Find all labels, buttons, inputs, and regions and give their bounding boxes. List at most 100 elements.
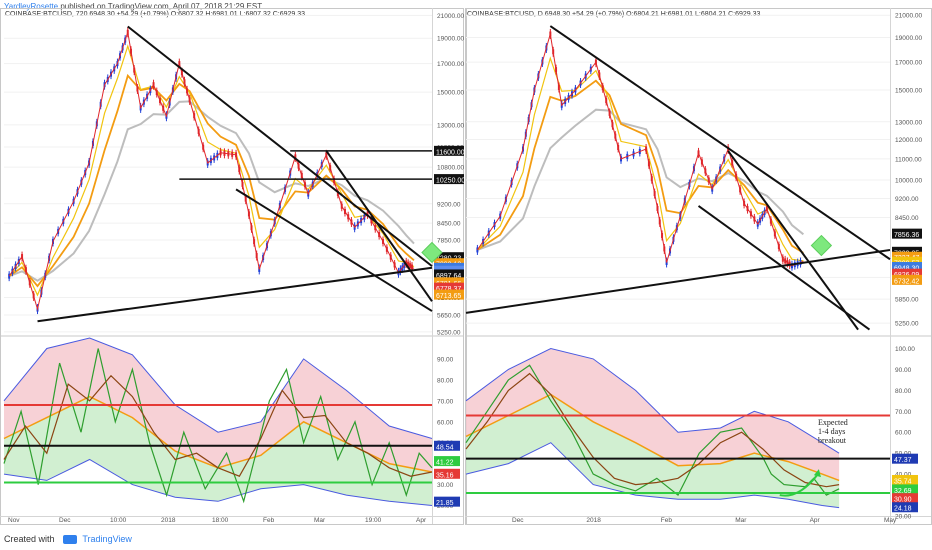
left-ma-yellow xyxy=(8,44,415,297)
right-ma-grey xyxy=(477,108,805,251)
price-label-box xyxy=(892,256,922,267)
right-candle xyxy=(476,247,479,253)
left-ind-y-tick-label: 80.00 xyxy=(437,377,454,384)
left-ind-lower-band-fill xyxy=(4,396,432,506)
price-label-box xyxy=(434,440,460,451)
price-label-text: 41.22 xyxy=(436,460,454,467)
right-y-tick-label: 19000.00 xyxy=(895,35,922,42)
right-y-tick-label: 9200.00 xyxy=(895,196,919,203)
right-y-tick-label: 12000.00 xyxy=(895,137,922,144)
price-label-text: 35.16 xyxy=(436,472,454,479)
tradingview-logo-icon xyxy=(63,535,78,545)
left-ind-y-tick-label: 60.00 xyxy=(437,419,454,426)
price-label-text: 6897.64 xyxy=(436,273,461,280)
left-ind-band-upper-line xyxy=(3,337,433,439)
left-ind-y-tick-label: 30.00 xyxy=(437,482,454,489)
left-price-label: 6713.65 xyxy=(434,289,464,300)
price-label-box xyxy=(892,493,918,504)
annotation-line: breakout xyxy=(818,436,847,445)
left-ind-y-tick-label: 90.00 xyxy=(437,356,454,363)
right-ind-y-tick-label: 60.00 xyxy=(895,430,912,437)
left-y-tick-label: 10800.00 xyxy=(437,165,464,172)
left-level-label: 10250.00 xyxy=(434,174,465,185)
left-x-tick-label: Apr xyxy=(416,517,427,524)
left-candle xyxy=(8,273,11,279)
right-x-tick-label: Dec xyxy=(512,517,524,524)
annotation-line: 1-4 days xyxy=(818,427,845,436)
left-level-label: 11600.00 xyxy=(434,145,465,156)
left-y-tick-label: 7850.00 xyxy=(437,237,461,244)
price-label-text: 47.37 xyxy=(894,457,912,464)
right-ind-breakout-arrow xyxy=(779,473,819,497)
published-text: published on TradingView.com, April 07, … xyxy=(60,2,263,11)
right-ind-band-lower-line xyxy=(465,442,840,509)
publish-header: YardleyRosette published on TradingView.… xyxy=(4,2,262,11)
left-ind-value-label: 41.22 xyxy=(434,456,460,467)
created-with-label: Created with xyxy=(4,534,55,544)
right-symbol-header: COINBASE:BTCUSD, D 6948.30 +54.29 (+0.79… xyxy=(467,11,761,18)
left-y-tick-label: 9200.00 xyxy=(437,201,461,208)
left-x-tick-label: Dec xyxy=(59,517,71,524)
price-label-box xyxy=(892,453,918,464)
right-ind-value-label: 47.37 xyxy=(892,453,918,464)
right-x-tick-label: May xyxy=(884,517,897,524)
price-label-text: 48.54 xyxy=(436,444,454,451)
price-label-box xyxy=(892,474,918,485)
left-y-tick-label: 15000.00 xyxy=(437,90,464,97)
price-label-box xyxy=(892,251,922,262)
left-y-tick-label: 17000.00 xyxy=(437,61,464,68)
price-label-text: 35.74 xyxy=(894,478,912,485)
right-target-diamond xyxy=(810,234,833,257)
right-ind-oscillator-line xyxy=(465,372,840,488)
price-label-box xyxy=(434,456,460,467)
left-trendline xyxy=(235,188,433,312)
price-label-text: 6713.65 xyxy=(436,293,461,300)
price-label-text: 32.69 xyxy=(894,488,912,495)
price-label-box xyxy=(892,228,922,239)
right-y-tick-label: 10000.00 xyxy=(895,178,922,185)
right-ma-yellow xyxy=(476,56,804,262)
left-ind-oscillator-line xyxy=(3,374,433,477)
left-ma-orange xyxy=(8,73,415,288)
left-x-tick-label: Nov xyxy=(8,517,20,524)
left-trendline xyxy=(325,150,433,302)
annotation-line: Expected xyxy=(818,418,848,427)
price-label-text: 30.90 xyxy=(894,497,912,504)
right-ind-y-tick-label: 20.00 xyxy=(895,514,912,521)
right-ind-lower-band-fill xyxy=(466,394,840,508)
left-y-tick-label: 21000.00 xyxy=(437,13,464,20)
right-ind-upper-band-fill xyxy=(466,348,840,481)
left-trendline xyxy=(37,266,433,323)
price-label-box xyxy=(434,496,460,507)
left-y-tick-label: 5250.00 xyxy=(437,329,461,336)
right-ind-y-tick-label: 70.00 xyxy=(895,409,912,416)
right-price-label: 7856.36 xyxy=(892,228,922,239)
right-y-tick-label: 21000.00 xyxy=(895,13,922,20)
price-label-text: 24.18 xyxy=(894,506,912,513)
right-x-tick-label: Feb xyxy=(661,517,673,524)
right-x-tick-label: Apr xyxy=(810,517,821,524)
right-trendline xyxy=(549,25,891,261)
left-x-tick-label: 18:00 xyxy=(212,517,229,524)
left-x-tick-label: Mar xyxy=(314,517,326,524)
right-price-label: 6732.42 xyxy=(892,274,922,285)
left-x-tick-label: 19:00 xyxy=(365,517,382,524)
left-ind-value-label: 35.16 xyxy=(434,468,460,479)
left-trendline xyxy=(127,25,433,267)
price-label-text: 7856.36 xyxy=(894,232,919,239)
author-link[interactable]: YardleyRosette xyxy=(4,2,59,11)
price-label-box xyxy=(434,289,464,300)
right-ind-y-tick-label: 100.00 xyxy=(895,346,915,353)
price-label-box xyxy=(892,268,922,279)
price-label-box xyxy=(434,174,464,185)
price-label-box xyxy=(434,269,464,280)
footer: Created with TradingView xyxy=(4,534,132,545)
left-y-tick-label: 8450.00 xyxy=(437,221,461,228)
tradingview-link[interactable]: TradingView xyxy=(82,534,132,544)
right-trendline xyxy=(727,150,859,331)
right-y-tick-label: 8450.00 xyxy=(895,215,919,222)
right-ind-value-label: 32.69 xyxy=(892,484,918,495)
right-y-tick-label: 5850.00 xyxy=(895,297,919,304)
